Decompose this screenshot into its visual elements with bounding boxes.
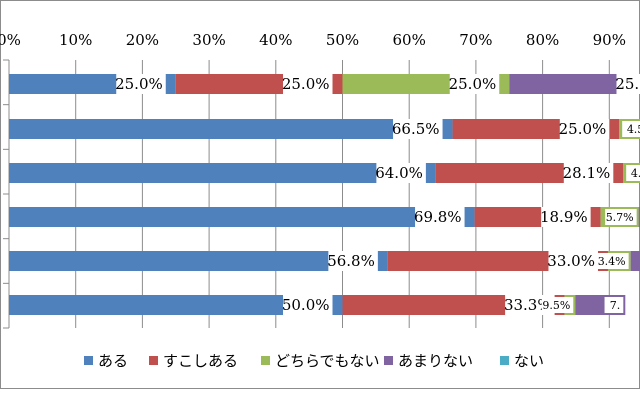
x-tick-label-60: 60% (393, 31, 426, 49)
data-label-row1-series1: 25.0% (115, 75, 163, 93)
data-label-row5-series1: 56.8% (327, 252, 375, 270)
data-label-row5-series2: 33.0% (547, 252, 595, 270)
data-label-row4-series1: 69.8% (414, 208, 462, 226)
x-tick-label-90: 90% (593, 31, 626, 49)
legend-label-2: すこしある (163, 352, 238, 370)
legend-swatch-5 (500, 356, 509, 365)
x-tick-label-50: 50% (326, 31, 359, 49)
legend-label-1: ある (98, 352, 128, 370)
legend-swatch-3 (261, 356, 270, 365)
data-label-row3-series3: 4.5 (631, 167, 640, 180)
data-label-row6-series4: 7. (610, 299, 621, 312)
data-label-row6-series3: 9.5% (542, 299, 570, 312)
data-label-row5-series3: 3.4% (598, 255, 626, 268)
chart-frame (1, 1, 640, 389)
bar-row2-series1 (9, 119, 453, 139)
x-tick-label-10: 10% (59, 31, 92, 49)
legend-label-3: どちらでもない (275, 352, 380, 370)
x-tick-label-70: 70% (459, 31, 492, 49)
x-tick-label-20: 20% (126, 31, 159, 49)
data-label-row2-series1: 66.5% (392, 120, 440, 138)
legend-label-4: あまりない (398, 352, 473, 370)
data-label-row3-series2: 28.1% (563, 164, 611, 182)
bar-row3-series1 (9, 163, 436, 183)
x-tick-label-30: 30% (192, 31, 225, 49)
data-label-row2-series2: 25.0% (559, 120, 607, 138)
legend-label-5: ない (514, 352, 544, 370)
x-tick-label-0: 0% (0, 31, 21, 49)
data-label-row1-series2: 25.0% (282, 75, 330, 93)
data-label-row3-series1: 64.0% (375, 164, 423, 182)
bar-row5-series4 (631, 251, 640, 271)
bar-row4-series1 (9, 207, 475, 227)
data-label-row1-series3: 25.0% (449, 75, 497, 93)
x-tick-label-80: 80% (526, 31, 559, 49)
data-label-row4-series3: 5.7% (606, 211, 634, 224)
x-tick-label-40: 40% (259, 31, 292, 49)
data-label-row2-series3: 4.5 (627, 123, 640, 136)
legend-swatch-4 (384, 356, 393, 365)
data-label-row1-series4: 25.0% (615, 75, 640, 93)
legend-swatch-2 (149, 356, 158, 365)
data-label-row6-series1: 50.0% (282, 296, 330, 314)
legend-swatch-1 (84, 356, 93, 365)
data-label-row4-series2: 18.9% (540, 208, 588, 226)
